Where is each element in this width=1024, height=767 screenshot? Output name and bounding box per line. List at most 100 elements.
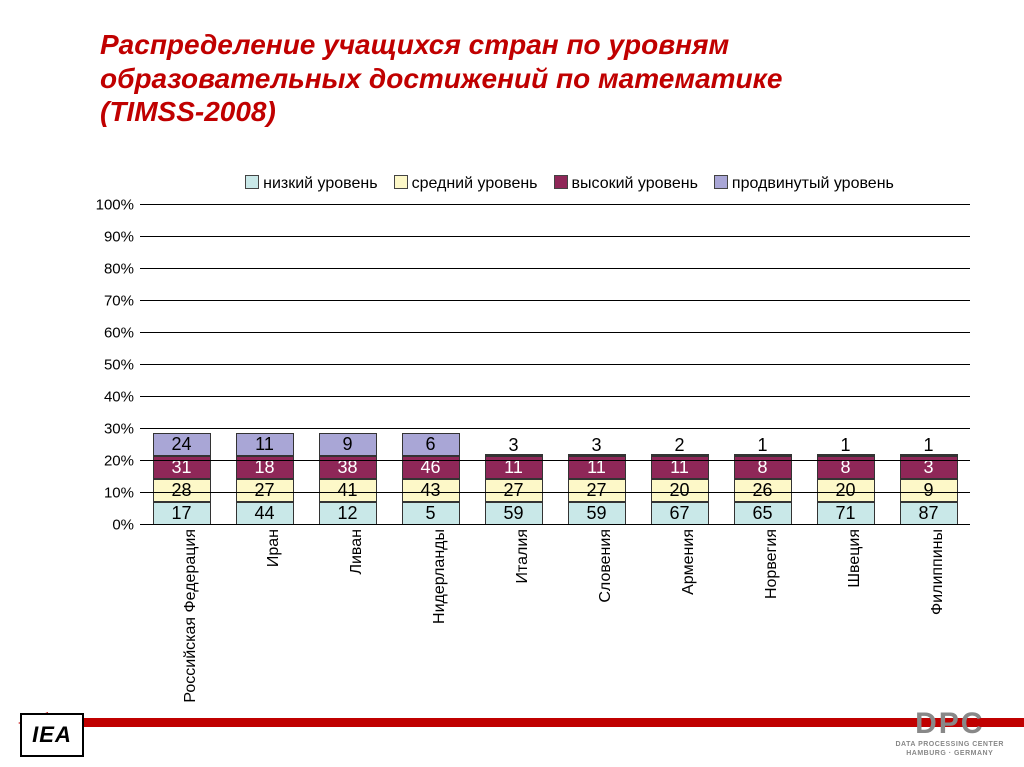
bar-column: 87931 [900, 205, 958, 525]
bar-segment-value: 26 [752, 480, 772, 501]
bar-column: 44271811 [236, 205, 294, 525]
bar-segment-value: 24 [171, 434, 191, 455]
bar-segment-value: 41 [337, 480, 357, 501]
bar-column: 5927113 [485, 205, 543, 525]
bar-segment-mid: 43 [402, 479, 460, 502]
bar-segment-value: 12 [337, 503, 357, 524]
bar-segment-mid: 9 [900, 479, 958, 502]
bar: 5927113 [568, 454, 626, 525]
logo-dpc-text: DPC [896, 709, 1005, 739]
bar-segment-value: 67 [669, 503, 689, 524]
bar-segment-mid: 20 [817, 479, 875, 502]
y-tick-label: 100% [96, 197, 134, 214]
logo-dpc-sub1: DATA PROCESSING CENTER [896, 741, 1005, 748]
bar-column: 652681 [734, 205, 792, 525]
bar-segment-low: 44 [236, 502, 294, 525]
legend-swatch-high [554, 175, 568, 189]
legend-item-low: низкий уровень [245, 175, 377, 193]
bar-segment-advanced: 1 [817, 454, 875, 456]
bar-segment-value: 20 [835, 480, 855, 501]
logo-iea: IEA [20, 713, 84, 757]
bar-segment-value: 87 [918, 503, 938, 524]
y-tick-label: 80% [104, 261, 134, 278]
bar-segment-value: 65 [752, 503, 772, 524]
y-tick-label: 60% [104, 325, 134, 342]
bar-segment-value: 27 [254, 480, 274, 501]
x-axis-label: Армения [680, 529, 698, 595]
gridline [140, 428, 970, 429]
bar-column: 1241389 [319, 205, 377, 525]
bar: 6720112 [651, 454, 709, 525]
legend-swatch-advanced [714, 175, 728, 189]
legend-label-low: низкий уровень [263, 175, 377, 192]
y-tick-label: 40% [104, 389, 134, 406]
bar-segment-low: 12 [319, 502, 377, 525]
bar-segment-value: 44 [254, 503, 274, 524]
plot-area: 1728312444271811124138954346659271135927… [140, 205, 970, 525]
legend-item-mid: средний уровень [394, 175, 538, 193]
chart: 1728312444271811124138954346659271135927… [90, 205, 970, 635]
bar-column: 17283124 [153, 205, 211, 525]
x-axis-label: Иран [265, 529, 283, 567]
legend-swatch-mid [394, 175, 408, 189]
gridline [140, 236, 970, 237]
bar-segment-mid: 41 [319, 479, 377, 502]
bar-segment-advanced: 11 [236, 433, 294, 456]
gridline [140, 492, 970, 493]
bar-segment-low: 67 [651, 502, 709, 525]
bars-container: 1728312444271811124138954346659271135927… [140, 205, 970, 525]
x-axis-label: Филиппины [929, 529, 947, 615]
bar-segment-value: 28 [171, 480, 191, 501]
bar-segment-low: 65 [734, 502, 792, 525]
y-tick-label: 20% [104, 453, 134, 470]
bar-segment-advanced: 6 [402, 433, 460, 456]
bar: 652681 [734, 454, 792, 525]
bar-segment-value: 9 [923, 480, 933, 501]
bar: 712081 [817, 454, 875, 525]
legend-item-advanced: продвинутый уровень [714, 175, 894, 193]
footer-accent-bar [48, 718, 1024, 727]
bar: 44271811 [236, 433, 294, 525]
x-axis-labels: Российская ФедерацияИранЛиванНидерландыИ… [140, 525, 970, 635]
gridline [140, 396, 970, 397]
bar-segment-value: 17 [171, 503, 191, 524]
bar-segment-advanced: 3 [485, 454, 543, 456]
bar: 17283124 [153, 433, 211, 525]
bar-segment-value: 20 [669, 480, 689, 501]
gridline [140, 460, 970, 461]
bar-segment-advanced: 1 [900, 454, 958, 456]
bar-segment-mid: 27 [568, 479, 626, 502]
y-tick-label: 50% [104, 357, 134, 374]
bar-segment-value: 1 [840, 435, 850, 456]
bar-segment-advanced: 24 [153, 433, 211, 456]
gridline [140, 268, 970, 269]
bar-segment-value: 59 [503, 503, 523, 524]
bar-segment-value: 3 [508, 435, 518, 456]
legend-swatch-low [245, 175, 259, 189]
bar-column: 543466 [402, 205, 460, 525]
x-axis-label: Швеция [846, 529, 864, 588]
bar-segment-value: 11 [255, 434, 274, 455]
bar-segment-advanced: 3 [568, 454, 626, 456]
gridline [140, 332, 970, 333]
legend-label-advanced: продвинутый уровень [732, 175, 894, 192]
bar-segment-value: 27 [503, 480, 523, 501]
bar-column: 712081 [817, 205, 875, 525]
x-axis-label: Ливан [348, 529, 366, 575]
legend: низкий уровеньсредний уровеньвысокий уро… [175, 175, 964, 193]
bar-segment-value: 2 [674, 435, 684, 456]
x-axis-label: Италия [514, 529, 532, 583]
bar-segment-advanced: 2 [651, 454, 709, 456]
page-title: Распределение учащихся стран по уровням … [100, 28, 920, 129]
bar-segment-low: 71 [817, 502, 875, 525]
bar-segment-value: 9 [342, 434, 352, 455]
logo-dpc: DPC DATA PROCESSING CENTER HAMBURG · GER… [896, 709, 1005, 757]
bar-segment-value: 1 [757, 435, 767, 456]
bar-column: 6720112 [651, 205, 709, 525]
gridline [140, 300, 970, 301]
legend-label-mid: средний уровень [412, 175, 538, 192]
bar-segment-low: 5 [402, 502, 460, 525]
bar-segment-advanced: 1 [734, 454, 792, 456]
y-tick-label: 0% [112, 517, 134, 534]
y-tick-label: 30% [104, 421, 134, 438]
